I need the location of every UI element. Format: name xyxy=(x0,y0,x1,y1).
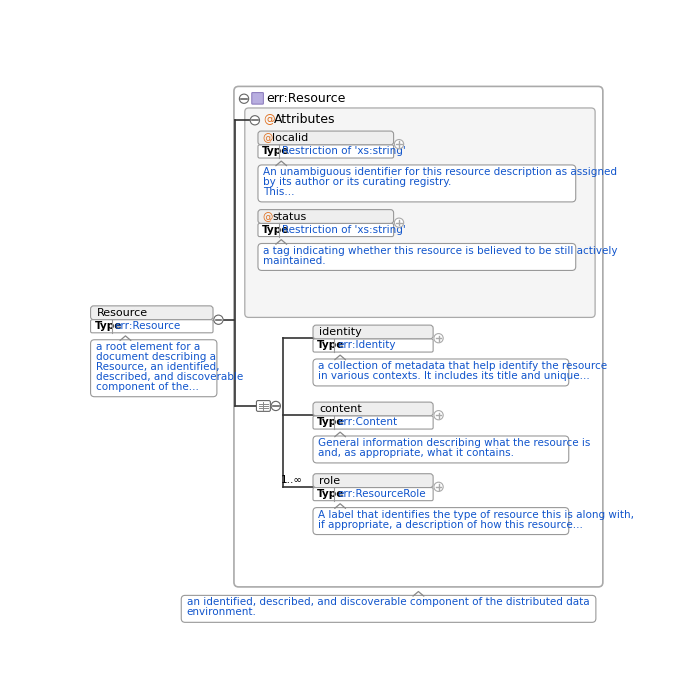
Text: document describing a: document describing a xyxy=(96,352,216,362)
Text: General information describing what the resource is: General information describing what the … xyxy=(319,438,591,448)
Text: by its author or its curating registry.: by its author or its curating registry. xyxy=(263,177,452,187)
FancyBboxPatch shape xyxy=(90,320,213,333)
Text: err:Resource: err:Resource xyxy=(267,92,346,105)
Circle shape xyxy=(250,116,259,125)
Circle shape xyxy=(394,218,404,227)
FancyBboxPatch shape xyxy=(313,339,433,352)
FancyBboxPatch shape xyxy=(313,508,569,535)
Text: err:Resource: err:Resource xyxy=(115,321,181,331)
Text: identity: identity xyxy=(319,327,362,337)
Text: a root element for a: a root element for a xyxy=(96,342,200,352)
Text: An unambiguous identifier for this resource description as assigned: An unambiguous identifier for this resou… xyxy=(263,167,618,177)
Text: Type: Type xyxy=(317,340,344,350)
FancyBboxPatch shape xyxy=(313,436,569,463)
FancyBboxPatch shape xyxy=(313,474,433,488)
Text: localid: localid xyxy=(272,133,308,143)
Circle shape xyxy=(434,411,443,420)
FancyBboxPatch shape xyxy=(256,400,271,411)
Text: err:Content: err:Content xyxy=(337,417,397,427)
Text: Restriction of 'xs:string': Restriction of 'xs:string' xyxy=(282,225,406,235)
Text: err:Identity: err:Identity xyxy=(337,340,396,350)
FancyBboxPatch shape xyxy=(258,244,576,270)
Circle shape xyxy=(214,315,223,324)
Text: in various contexts. It includes its title and unique...: in various contexts. It includes its tit… xyxy=(319,371,590,381)
FancyBboxPatch shape xyxy=(252,93,263,104)
FancyBboxPatch shape xyxy=(258,145,394,158)
Text: @: @ xyxy=(263,114,275,127)
FancyBboxPatch shape xyxy=(258,165,576,202)
Text: Restriction of 'xs:string': Restriction of 'xs:string' xyxy=(282,146,406,156)
Circle shape xyxy=(394,140,404,149)
Text: status: status xyxy=(272,212,306,222)
Text: an identified, described, and discoverable component of the distributed data: an identified, described, and discoverab… xyxy=(187,597,589,608)
Text: if appropriate, a description of how this resource...: if appropriate, a description of how thi… xyxy=(319,519,583,530)
Text: a tag indicating whether this resource is believed to be still actively: a tag indicating whether this resource i… xyxy=(263,246,618,255)
Circle shape xyxy=(240,94,248,103)
Text: environment.: environment. xyxy=(187,608,256,617)
Text: err:ResourceRole: err:ResourceRole xyxy=(337,488,426,499)
Text: Type: Type xyxy=(262,225,289,235)
FancyBboxPatch shape xyxy=(90,306,213,320)
Text: Type: Type xyxy=(317,488,344,499)
FancyBboxPatch shape xyxy=(313,325,433,339)
Circle shape xyxy=(434,482,443,491)
FancyBboxPatch shape xyxy=(313,359,569,386)
Text: content: content xyxy=(319,404,362,414)
Text: @: @ xyxy=(263,212,273,222)
Text: a collection of metadata that help identify the resource: a collection of metadata that help ident… xyxy=(319,361,608,371)
Text: Type: Type xyxy=(95,321,122,331)
Text: described, and discoverable: described, and discoverable xyxy=(96,372,243,382)
Text: A label that identifies the type of resource this is along with,: A label that identifies the type of reso… xyxy=(319,510,634,519)
Circle shape xyxy=(271,401,280,411)
Text: component of the...: component of the... xyxy=(96,382,199,391)
Text: and, as appropriate, what it contains.: and, as appropriate, what it contains. xyxy=(319,448,514,458)
Text: maintained.: maintained. xyxy=(263,255,326,266)
FancyBboxPatch shape xyxy=(258,210,394,224)
Text: Type: Type xyxy=(262,146,289,156)
Text: Resource: Resource xyxy=(97,308,148,318)
FancyBboxPatch shape xyxy=(182,595,596,623)
FancyBboxPatch shape xyxy=(258,131,394,145)
FancyBboxPatch shape xyxy=(90,340,217,397)
Text: @: @ xyxy=(263,133,273,143)
FancyBboxPatch shape xyxy=(258,224,394,237)
Text: Type: Type xyxy=(317,417,344,427)
Circle shape xyxy=(434,334,443,343)
FancyBboxPatch shape xyxy=(313,416,433,429)
FancyBboxPatch shape xyxy=(313,488,433,501)
FancyBboxPatch shape xyxy=(313,402,433,416)
Text: 1..∞: 1..∞ xyxy=(280,475,302,485)
Text: role: role xyxy=(319,475,340,486)
Text: This...: This... xyxy=(263,187,295,197)
Text: Attributes: Attributes xyxy=(274,114,335,127)
FancyBboxPatch shape xyxy=(245,108,595,317)
FancyBboxPatch shape xyxy=(234,87,603,587)
Text: Resource, an identified,: Resource, an identified, xyxy=(96,362,219,372)
